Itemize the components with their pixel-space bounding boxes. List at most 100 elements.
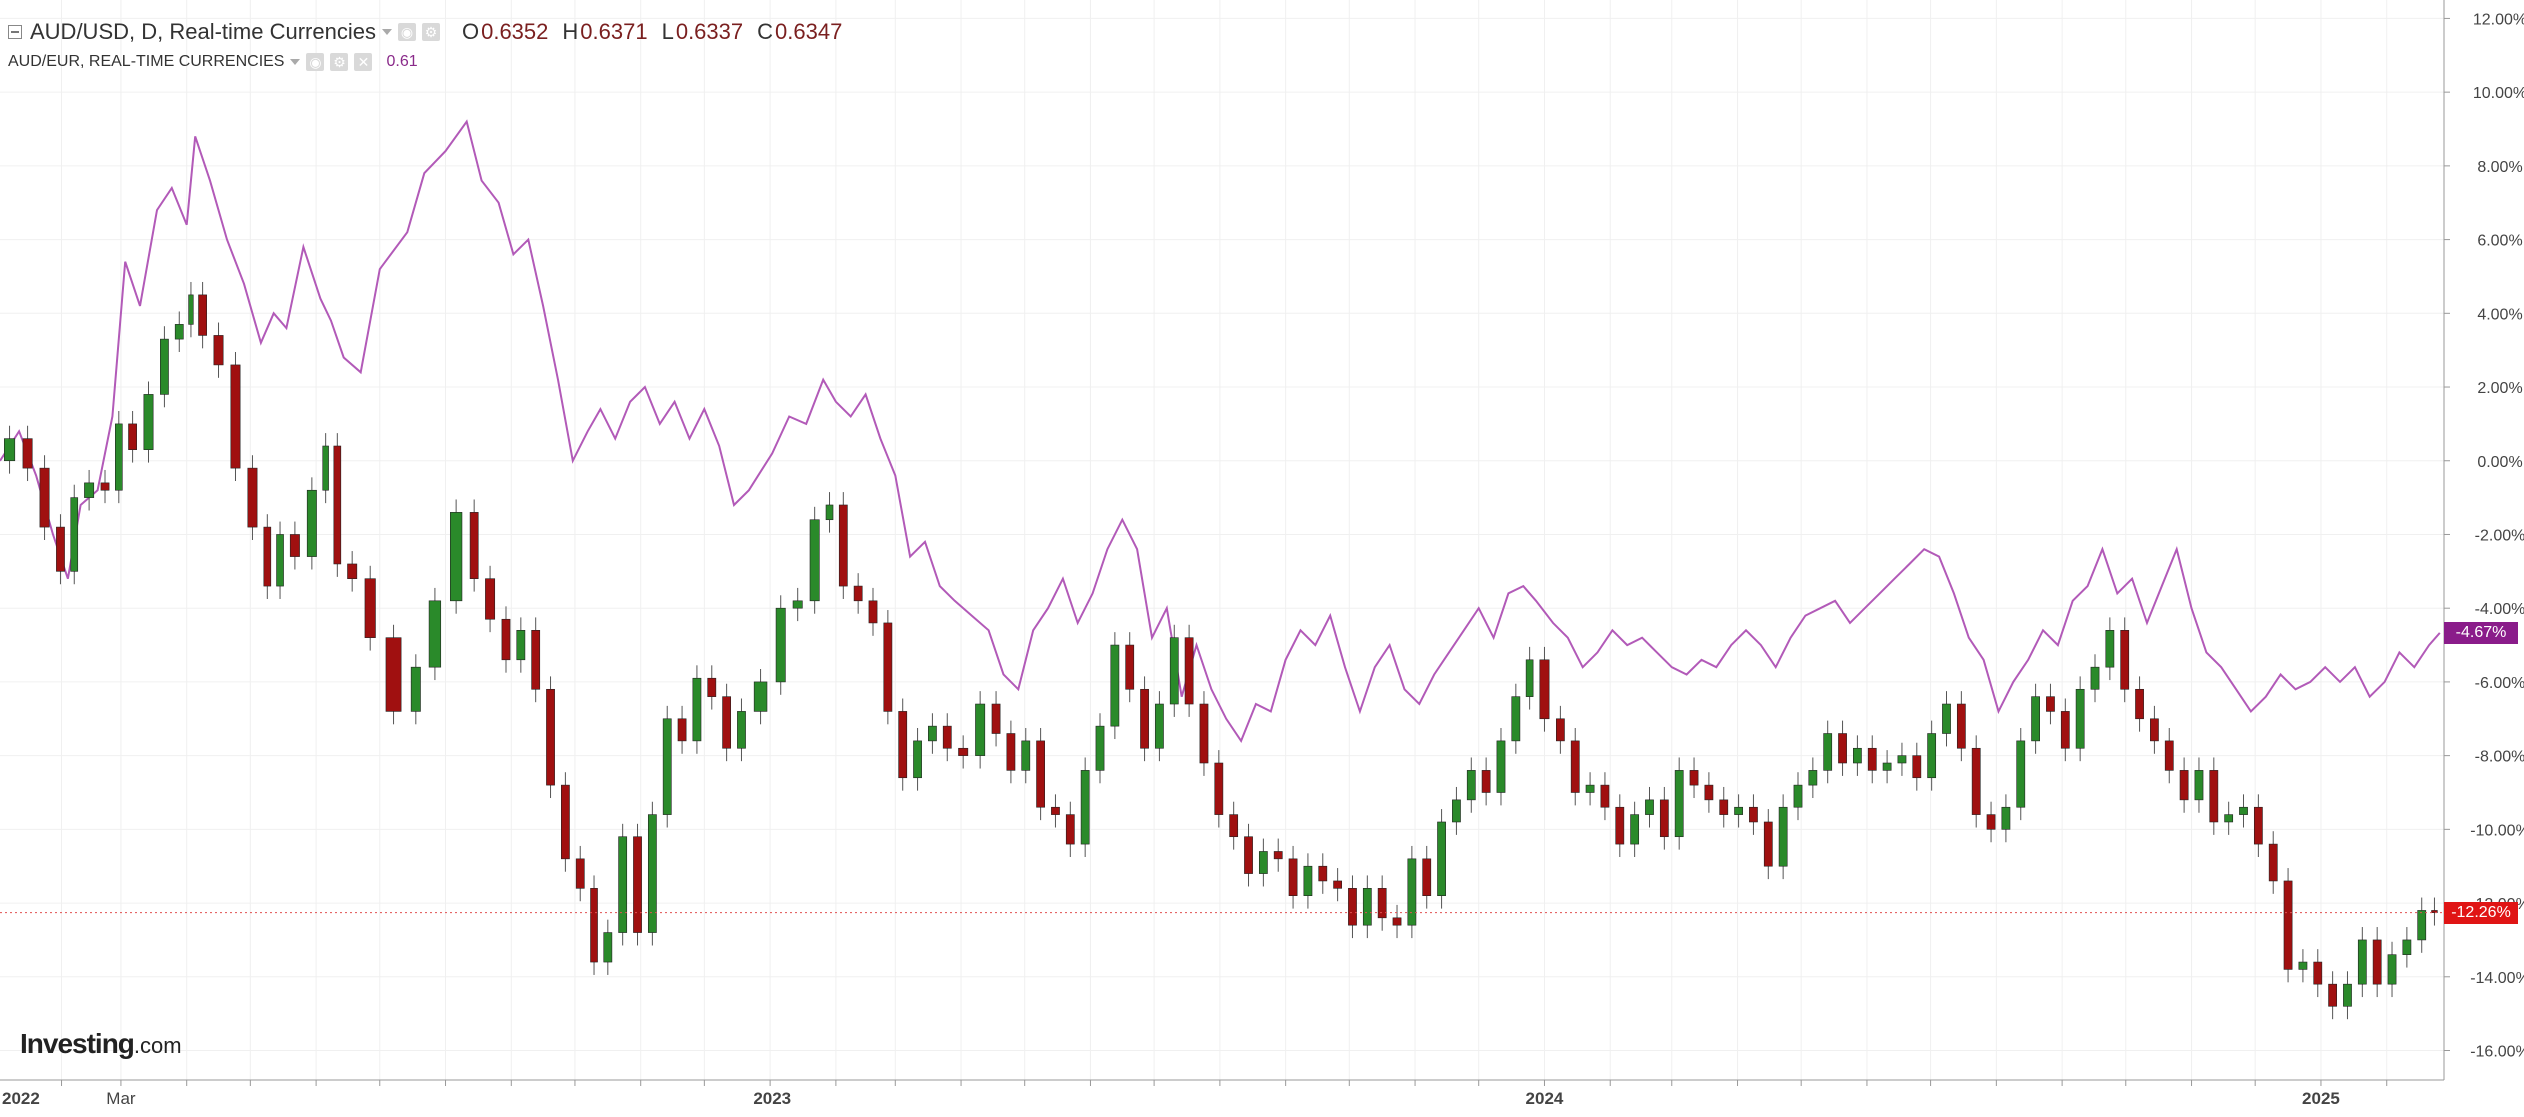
candle-body (247, 467, 258, 528)
candle-body (975, 703, 986, 756)
candle-body (1155, 703, 1164, 749)
candle-body (1778, 806, 1788, 867)
candle-body (1525, 659, 1534, 697)
candle-body (2328, 983, 2338, 1007)
candle-body (561, 784, 570, 860)
candle-body (2431, 910, 2438, 913)
eye-icon[interactable]: ◉ (306, 53, 325, 71)
chevron-down-icon[interactable] (290, 59, 301, 65)
candle-body (385, 637, 402, 712)
candle-body (1838, 733, 1847, 764)
candle-body (1897, 755, 1907, 764)
candle-body (115, 423, 123, 491)
candle-body (692, 677, 702, 742)
candle-body (647, 814, 657, 933)
candle-body (2179, 770, 2189, 801)
ohlc-value-h: 0.6371 (580, 19, 648, 44)
y-tick-label: -16.00% (2470, 1044, 2524, 1061)
candle-body (501, 618, 511, 661)
candle-body (2135, 688, 2144, 720)
candle-body (2372, 939, 2382, 985)
candle-body (1912, 755, 1922, 779)
collapse-legend-icon[interactable] (8, 25, 22, 39)
candle-body (991, 703, 1001, 734)
candle-body (2402, 939, 2412, 955)
candle-body (1749, 806, 1758, 823)
candle-body (838, 504, 848, 587)
candle-body (2090, 666, 2100, 690)
candle-body (1214, 762, 1224, 815)
candle-body (2046, 696, 2055, 712)
eye-icon[interactable]: ◉ (397, 23, 416, 41)
candle-body (128, 423, 137, 450)
candle-body (1273, 851, 1283, 860)
candle-body (546, 688, 555, 786)
y-tick-label: -14.00% (2470, 970, 2524, 987)
candle-body (1927, 733, 1937, 779)
candle-body (516, 630, 526, 661)
candle-body (677, 718, 687, 742)
candle-body (2060, 711, 2070, 749)
candle-body (1303, 865, 1313, 896)
candle-body (825, 504, 834, 521)
candle-body (1288, 858, 1298, 896)
candle-body (1125, 644, 1135, 690)
candle-body (469, 512, 479, 580)
candle-body (1674, 770, 1684, 838)
candle-body (958, 747, 969, 756)
close-icon[interactable]: ✕ (354, 53, 373, 71)
candle-body (2313, 961, 2323, 985)
candle-body (1140, 688, 1149, 749)
candle-body (618, 836, 628, 933)
candle-body (449, 512, 463, 602)
candle-body (2031, 696, 2040, 742)
candle-body (1539, 659, 1550, 720)
compare-series-title[interactable]: AUD/EUR, REAL-TIME CURRENCIES (8, 53, 285, 70)
candle-body (1645, 799, 1654, 815)
gear-icon[interactable]: ⚙ (421, 23, 440, 41)
x-tick-label: 2025 (2302, 1089, 2340, 1108)
candle-body (1719, 799, 1729, 815)
candle-body (722, 696, 732, 749)
candle-body (1258, 851, 1268, 874)
candle-body (1333, 880, 1343, 889)
candle-body (1570, 740, 1580, 793)
candle-body (84, 482, 95, 498)
candle-body (2298, 961, 2308, 970)
candle-body (2387, 954, 2397, 985)
main-series-title[interactable]: AUD/USD, D, Real-time Currencies (30, 19, 376, 44)
candle-body (590, 888, 598, 963)
compare-last-value-badge: -4.67% (2444, 621, 2518, 644)
candle-body (1793, 784, 1803, 808)
candle-body (410, 666, 421, 712)
candle-body (1362, 888, 1372, 926)
candle-body (2239, 806, 2248, 815)
chevron-down-icon[interactable] (381, 29, 392, 35)
candle-body (174, 324, 184, 340)
candle-body (575, 858, 585, 889)
investing-logo: Investing.com (20, 1028, 182, 1060)
ohlc-value-l: 0.6337 (675, 19, 744, 44)
x-tick-label: Mar (106, 1089, 136, 1108)
candle-body (898, 711, 908, 779)
candle-body (143, 394, 154, 450)
candle-body (70, 497, 79, 572)
candle-body (1942, 703, 1951, 734)
compare-series-layer (0, 119, 2441, 744)
candle-body (2209, 770, 2219, 823)
candle-body (1006, 733, 1016, 771)
candle-body (428, 600, 442, 668)
candle-body (2164, 740, 2174, 771)
candle-body (2150, 718, 2159, 742)
ohlc-value-o: 0.6352 (481, 19, 549, 44)
candle-body (753, 681, 768, 712)
candle-body (56, 526, 65, 572)
candle-body (603, 932, 613, 963)
gear-icon[interactable]: ⚙ (330, 53, 349, 71)
candle-body (1823, 733, 1833, 771)
y-tick-label: 2.00% (2477, 380, 2522, 397)
candle-body (1971, 747, 1981, 815)
